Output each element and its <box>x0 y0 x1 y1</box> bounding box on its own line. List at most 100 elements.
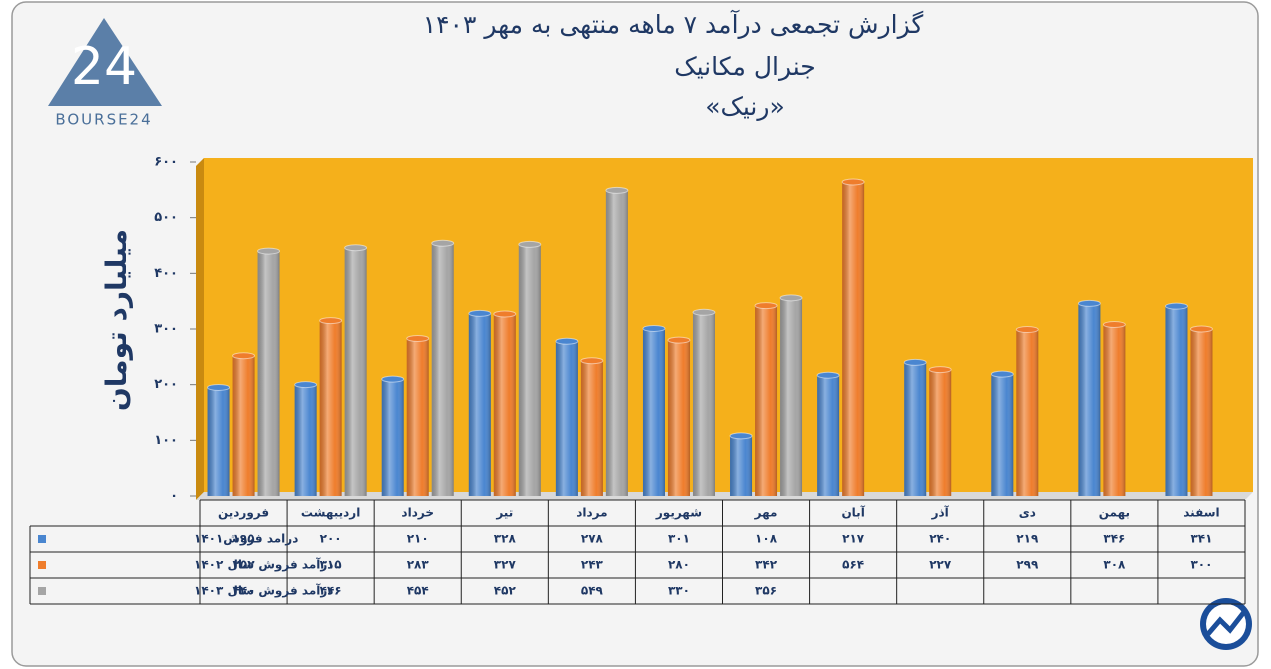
data-label: ۲۴۳ <box>581 558 604 572</box>
x-tick-label: آذر <box>931 505 950 520</box>
bar-shine <box>730 435 753 496</box>
x-tick-label: مهر <box>754 506 778 520</box>
data-label: ۳۱۵ <box>320 558 342 572</box>
legend-swatch <box>38 535 46 543</box>
bar <box>406 334 430 496</box>
bar-shine <box>842 182 865 497</box>
bar-cap <box>207 383 231 391</box>
bar-cap <box>406 334 430 342</box>
bar-cap <box>580 357 604 365</box>
y-tick-label: ۶۰۰ <box>154 155 178 170</box>
bar-cap <box>903 358 927 366</box>
data-label: ۴۵۴ <box>407 584 429 598</box>
data-label: ۳۲۷ <box>494 558 517 572</box>
bar-cap <box>431 239 455 247</box>
bar-cap <box>1102 321 1126 329</box>
data-label: ۳۵۶ <box>755 584 777 598</box>
bar-shine <box>780 297 803 496</box>
bar <box>431 239 455 496</box>
plot-area <box>204 158 1253 492</box>
data-label: ۲۹۹ <box>1016 558 1039 572</box>
bar-shine <box>257 251 280 496</box>
bar <box>232 352 256 496</box>
bar-shine <box>1078 303 1101 496</box>
legend-label: درآمد فروش سال ۱۴۰۳ <box>194 583 333 599</box>
bar-cap <box>1077 299 1101 307</box>
data-label: ۱۹۵ <box>233 532 255 546</box>
bar-cap <box>667 336 691 344</box>
bar <box>642 324 666 496</box>
data-label: ۳۰۸ <box>1103 558 1126 572</box>
x-tick-label: اردیبهشت <box>301 506 360 520</box>
bar <box>294 381 318 496</box>
data-label: ۴۴۰ <box>233 584 255 598</box>
svg-text:24: 24 <box>71 37 137 97</box>
data-label: ۲۲۷ <box>929 558 952 572</box>
data-label: ۲۱۷ <box>842 532 865 546</box>
bar-shine <box>580 360 603 496</box>
bar-cap <box>928 366 952 374</box>
bar <box>692 308 716 496</box>
y-tick-label: ۲۰۰ <box>154 377 178 392</box>
bar-shine <box>755 305 778 496</box>
bar <box>344 244 368 496</box>
bar <box>468 309 492 496</box>
bar-shine <box>232 355 255 496</box>
data-label: ۳۲۸ <box>494 532 517 546</box>
bar <box>754 302 778 496</box>
bar-shine <box>817 375 840 496</box>
bar-shine <box>431 243 454 496</box>
bar-cap <box>381 375 405 383</box>
bar-cap <box>294 381 318 389</box>
bar <box>605 186 629 496</box>
svg-text:BOURSE24: BOURSE24 <box>55 111 152 129</box>
bar-shine <box>344 247 367 496</box>
bar-shine <box>406 338 429 496</box>
bar-shine <box>319 320 342 496</box>
chart-title: گزارش تجمعی درآمد ۷ ماهه منتهی به مهر ۱۴… <box>423 9 924 40</box>
bar-shine <box>904 362 927 496</box>
bar-shine <box>1190 329 1213 496</box>
bar-cap <box>1164 302 1188 310</box>
bar <box>1189 325 1213 496</box>
bar-shine <box>493 313 516 496</box>
bar-cap <box>779 294 803 302</box>
bar-cap <box>990 370 1014 378</box>
bar-cap <box>754 302 778 310</box>
bar <box>779 294 803 496</box>
data-label: ۳۳۰ <box>668 584 690 598</box>
bar <box>518 240 542 496</box>
x-tick-label: بهمن <box>1099 506 1130 520</box>
x-tick-label: شهریور <box>655 506 702 521</box>
bar-shine <box>929 369 952 496</box>
x-tick-label: فروردین <box>218 506 269 521</box>
bar-cap <box>518 240 542 248</box>
bar-cap <box>232 352 256 360</box>
y-axis-label: میلیارد تومان <box>100 229 133 411</box>
bar <box>381 375 405 496</box>
data-label: ۳۴۶ <box>1103 532 1125 546</box>
bar <box>555 337 579 496</box>
bar <box>207 383 231 496</box>
bar-shine <box>991 374 1014 496</box>
bar <box>667 336 691 496</box>
y-tick-label: ۳۰۰ <box>154 322 178 337</box>
legend-label: درآمد فروش سال ۱۴۰۲ <box>194 557 333 573</box>
bar-shine <box>1016 329 1039 496</box>
data-label: ۲۱۹ <box>1016 532 1039 546</box>
data-label: ۲۷۸ <box>581 532 604 546</box>
data-label: ۲۱۰ <box>407 532 429 546</box>
bar <box>319 317 343 496</box>
bar-cap <box>729 432 753 440</box>
data-label: ۲۸۳ <box>407 558 430 572</box>
bar <box>1164 302 1188 496</box>
data-label: ۲۴۰ <box>929 532 951 546</box>
data-label: ۴۵۲ <box>494 584 517 598</box>
bar <box>1102 321 1126 496</box>
bar <box>493 310 517 496</box>
bar <box>1077 299 1101 496</box>
bar-cap <box>605 186 629 194</box>
bar-shine <box>468 313 491 496</box>
